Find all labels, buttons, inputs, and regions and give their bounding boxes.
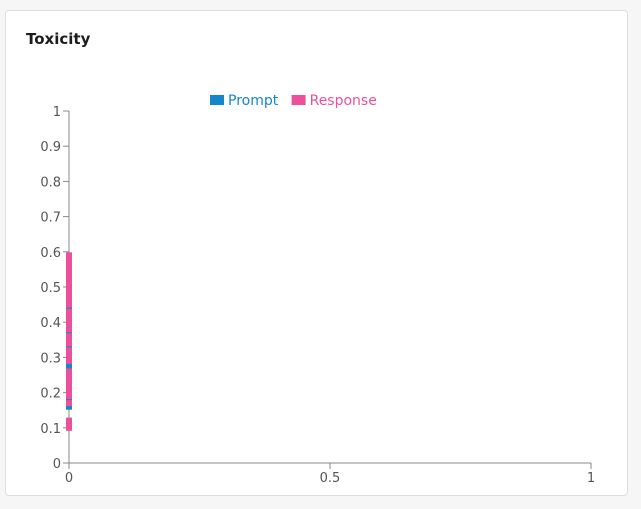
response-point — [66, 276, 72, 283]
prompt-point — [66, 361, 72, 368]
response-point — [66, 301, 72, 308]
response-point — [66, 347, 72, 354]
response-point — [66, 326, 72, 333]
response-point — [66, 417, 72, 424]
response-point — [66, 322, 72, 329]
plot-points — [66, 252, 72, 431]
response-point — [66, 252, 72, 259]
response-point — [66, 280, 72, 287]
legend-swatch — [210, 95, 224, 105]
response-point — [66, 315, 72, 322]
response-point — [66, 357, 72, 364]
response-point — [66, 287, 72, 294]
prompt-point — [66, 364, 72, 371]
response-point — [66, 375, 72, 382]
response-point — [66, 421, 72, 428]
card-title: Toxicity — [26, 30, 91, 48]
response-point — [66, 379, 72, 386]
y-tick-label: 0.4 — [40, 316, 61, 331]
prompt-point — [66, 403, 72, 410]
x-tick-label: 0 — [65, 471, 73, 486]
response-point — [66, 368, 72, 375]
response-point — [66, 333, 72, 340]
response-point — [66, 273, 72, 280]
response-point — [66, 262, 72, 269]
prompt-point — [66, 329, 72, 336]
legend-label: Response — [310, 93, 377, 109]
response-point — [66, 354, 72, 361]
response-point — [66, 291, 72, 298]
legend-item-prompt[interactable]: Prompt — [210, 93, 279, 109]
prompt-point — [66, 396, 72, 403]
response-point — [66, 308, 72, 315]
y-tick-label: 0.9 — [40, 140, 61, 155]
response-point — [66, 389, 72, 396]
prompt-point — [66, 343, 72, 350]
y-tick-label: 0.2 — [40, 387, 61, 402]
legend[interactable]: Prompt Response — [210, 93, 377, 109]
response-point — [66, 372, 72, 378]
y-tick-label: 1 — [53, 105, 61, 120]
x-tick-label: 0.5 — [320, 471, 341, 486]
response-point — [66, 336, 72, 343]
response-point — [66, 393, 72, 400]
y-tick-label: 0.3 — [40, 351, 61, 366]
y-tick-label: 0.6 — [40, 246, 61, 261]
response-point — [66, 269, 72, 276]
y-tick-label: 0.8 — [40, 175, 61, 190]
response-point — [66, 350, 72, 357]
response-point — [66, 266, 72, 273]
response-point — [66, 255, 72, 262]
legend-item-response[interactable]: Response — [291, 93, 377, 109]
response-point — [66, 340, 72, 347]
x-tick-label: 1 — [587, 471, 595, 486]
y-axis: 0 0.1 0.2 0.3 0.4 0.5 0.6 0.7 0.8 0.9 1 — [40, 105, 70, 472]
response-point — [66, 284, 72, 290]
response-point — [66, 424, 72, 431]
y-tick-label: 0 — [53, 457, 61, 472]
response-point — [66, 382, 72, 389]
toxicity-card: Toxicity — [5, 10, 628, 496]
legend-swatch — [291, 95, 306, 105]
response-point — [66, 259, 72, 266]
response-point — [66, 386, 72, 393]
response-point — [66, 319, 72, 326]
response-point — [66, 312, 72, 319]
y-tick-label: 0.5 — [40, 281, 61, 296]
legend-label: Prompt — [228, 93, 279, 109]
y-tick-label: 0.7 — [40, 211, 61, 226]
series-response — [66, 252, 72, 431]
response-point — [66, 400, 72, 407]
y-tick-label: 0.1 — [40, 422, 61, 437]
response-point — [66, 298, 72, 305]
response-point — [66, 294, 72, 301]
prompt-point — [66, 305, 72, 312]
x-axis: 0 0.5 1 — [65, 462, 595, 486]
